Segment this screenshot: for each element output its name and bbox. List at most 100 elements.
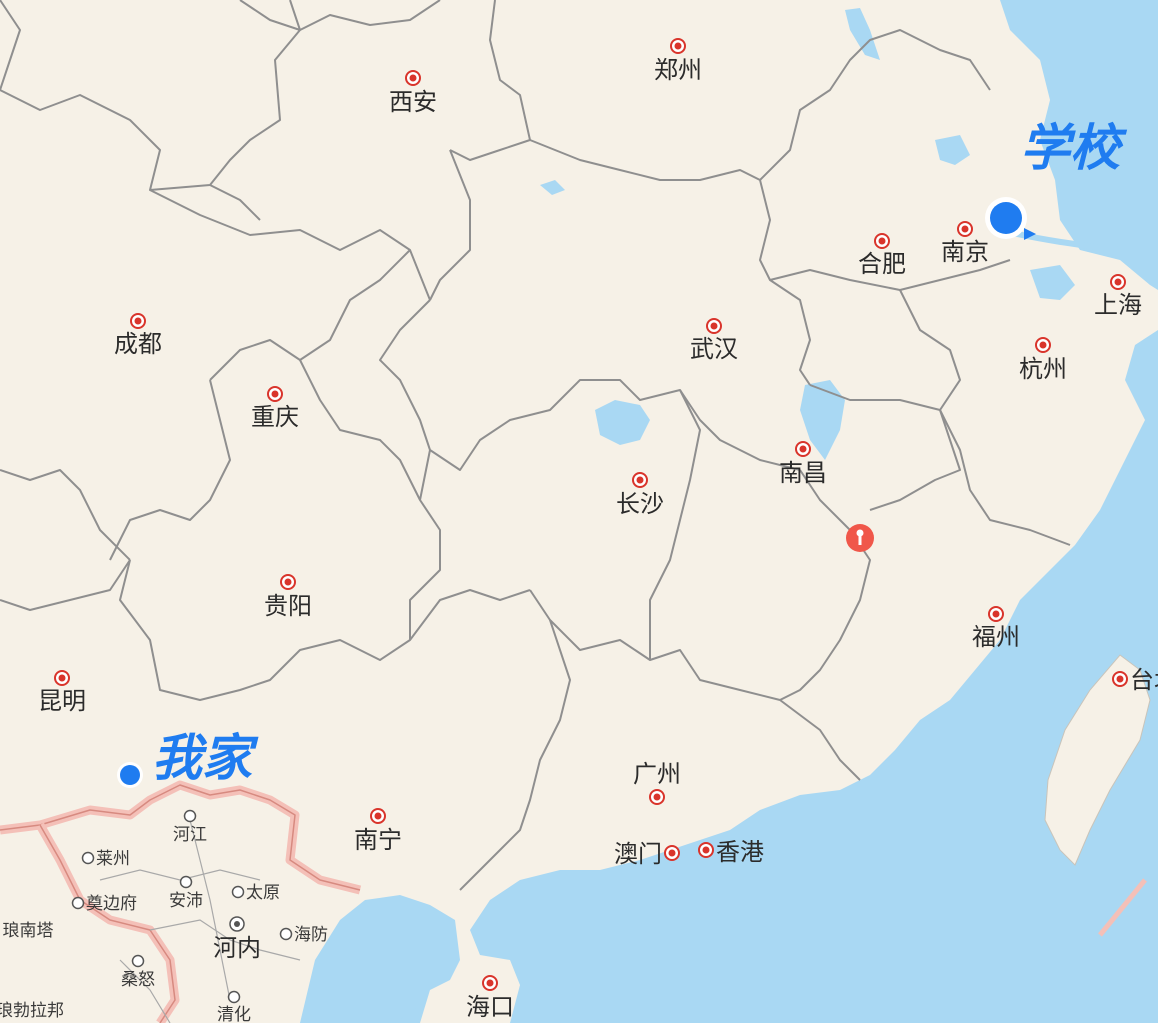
city-dot-core <box>702 846 710 854</box>
city-dot-core <box>486 979 494 987</box>
city-label: 成都 <box>114 330 162 358</box>
place-dot-icon <box>231 885 245 899</box>
city-label: 长沙 <box>616 490 664 518</box>
city-dot-core <box>653 793 661 801</box>
place-dot-icon <box>183 809 197 823</box>
city-chengdu[interactable]: 成都 <box>114 313 162 358</box>
city-label: 杭州 <box>1019 355 1067 383</box>
city-dot-core <box>1039 341 1047 349</box>
place-label: 太原 <box>246 883 280 903</box>
gulf-area <box>300 895 460 1023</box>
place-label: 奠边府 <box>86 894 137 914</box>
home-location-marker[interactable] <box>117 762 143 788</box>
hanoi-marker[interactable]: 河内 <box>213 916 261 962</box>
city-label: 南京 <box>941 238 989 266</box>
place-dot-icon <box>71 896 85 910</box>
place-label: 安沛 <box>169 891 203 911</box>
city-dot-core <box>58 674 66 682</box>
vn-place-hejiang[interactable]: 河江 <box>173 809 207 846</box>
city-dot-core <box>992 610 1000 618</box>
place-dot-icon <box>81 851 95 865</box>
city-label: 武汉 <box>690 335 738 363</box>
place-dot-icon <box>131 954 145 968</box>
city-label: 南宁 <box>354 826 402 854</box>
city-label: 澳门 <box>614 840 662 868</box>
city-dot-core <box>1114 278 1122 286</box>
city-chongqing[interactable]: 重庆 <box>251 386 299 431</box>
city-xian[interactable]: 西安 <box>389 70 437 116</box>
city-dot-core <box>961 225 969 233</box>
city-label: 郑州 <box>654 56 702 84</box>
city-dot-core <box>284 578 292 586</box>
city-dot-core <box>1116 675 1124 683</box>
vn-place-dianbianfu[interactable]: 奠边府 <box>71 894 138 914</box>
city-label: 南昌 <box>779 459 827 487</box>
school-location-marker[interactable] <box>985 197 1036 240</box>
city-guangzhou[interactable]: 广州 <box>633 760 681 805</box>
place-label: 海防 <box>294 925 328 945</box>
city-dot-core <box>636 476 644 484</box>
taiwan-island <box>1044 654 1151 866</box>
city-dot-core <box>134 317 142 325</box>
city-hangzhou[interactable]: 杭州 <box>1019 337 1067 383</box>
city-label: 海口 <box>466 993 514 1021</box>
city-fuzhou[interactable]: 福州 <box>972 606 1020 651</box>
city-haikou[interactable]: 海口 <box>466 975 514 1021</box>
city-wuhan[interactable]: 武汉 <box>690 318 738 363</box>
city-label: 合肥 <box>858 250 906 278</box>
sea-area <box>370 0 1158 1023</box>
city-changsha[interactable]: 长沙 <box>616 472 664 518</box>
place-dot-icon <box>279 927 293 941</box>
city-dot-core <box>374 812 382 820</box>
city-label: 香港 <box>716 838 764 866</box>
city-shanghai[interactable]: 上海 <box>1094 274 1142 319</box>
city-guiyang[interactable]: 贵阳 <box>264 574 312 620</box>
city-label: 西安 <box>389 88 437 116</box>
place-label: 桑怒 <box>121 970 155 990</box>
city-label: 台北 <box>1130 666 1158 694</box>
city-aomen[interactable]: 澳门 <box>614 840 680 868</box>
city-dot-core <box>710 322 718 330</box>
city-nanchang[interactable]: 南昌 <box>779 441 827 487</box>
city-label: 昆明 <box>38 687 86 715</box>
vn-place-sangnu[interactable]: 桑怒 <box>121 954 155 991</box>
place-label: 琅南塔 <box>3 921 54 941</box>
vn-place-anpei[interactable]: 安沛 <box>169 875 203 912</box>
city-label: 贵阳 <box>264 592 312 620</box>
city-dot-core <box>271 390 279 398</box>
vn-place-laizhou[interactable]: 莱州 <box>81 849 131 869</box>
vn-place-langnanta[interactable]: 琅南塔 <box>3 921 54 941</box>
location-pin-icon[interactable] <box>846 524 874 552</box>
home-annotation: 我家 <box>152 729 259 787</box>
city-label: 重庆 <box>251 403 299 431</box>
city-label: 福州 <box>972 623 1020 651</box>
vn-place-hefang[interactable]: 海防 <box>279 925 329 945</box>
city-kunming[interactable]: 昆明 <box>38 670 86 715</box>
hanoi-label: 河内 <box>213 934 261 962</box>
city-label: 广州 <box>633 760 681 788</box>
city-hefei[interactable]: 合肥 <box>858 233 906 278</box>
city-nanjing[interactable]: 南京 <box>941 221 989 266</box>
city-dot-core <box>878 237 886 245</box>
lakes-and-rivers <box>540 8 1121 460</box>
city-nanning[interactable]: 南宁 <box>354 808 402 854</box>
city-label: 上海 <box>1094 291 1142 319</box>
place-label: 清化 <box>217 1005 251 1023</box>
city-taibei[interactable]: 台北 <box>1112 666 1158 694</box>
place-label: 莱州 <box>96 849 130 869</box>
city-xianggang[interactable]: 香港 <box>698 838 764 866</box>
school-annotation: 学校 <box>1020 119 1128 177</box>
city-dot-core <box>799 445 807 453</box>
place-label: 琅勃拉邦 <box>0 1001 64 1021</box>
vn-place-taiyuan[interactable]: 太原 <box>231 883 281 903</box>
place-label: 河江 <box>173 825 207 845</box>
national-border <box>0 780 362 1023</box>
vn-place-langbolabang[interactable]: 琅勃拉邦 <box>0 1001 64 1021</box>
city-zhengzhou[interactable]: 郑州 <box>654 38 702 84</box>
place-dot-icon <box>227 990 241 1004</box>
city-dot-core <box>668 849 676 857</box>
vn-place-qinghua[interactable]: 清化 <box>217 990 251 1023</box>
